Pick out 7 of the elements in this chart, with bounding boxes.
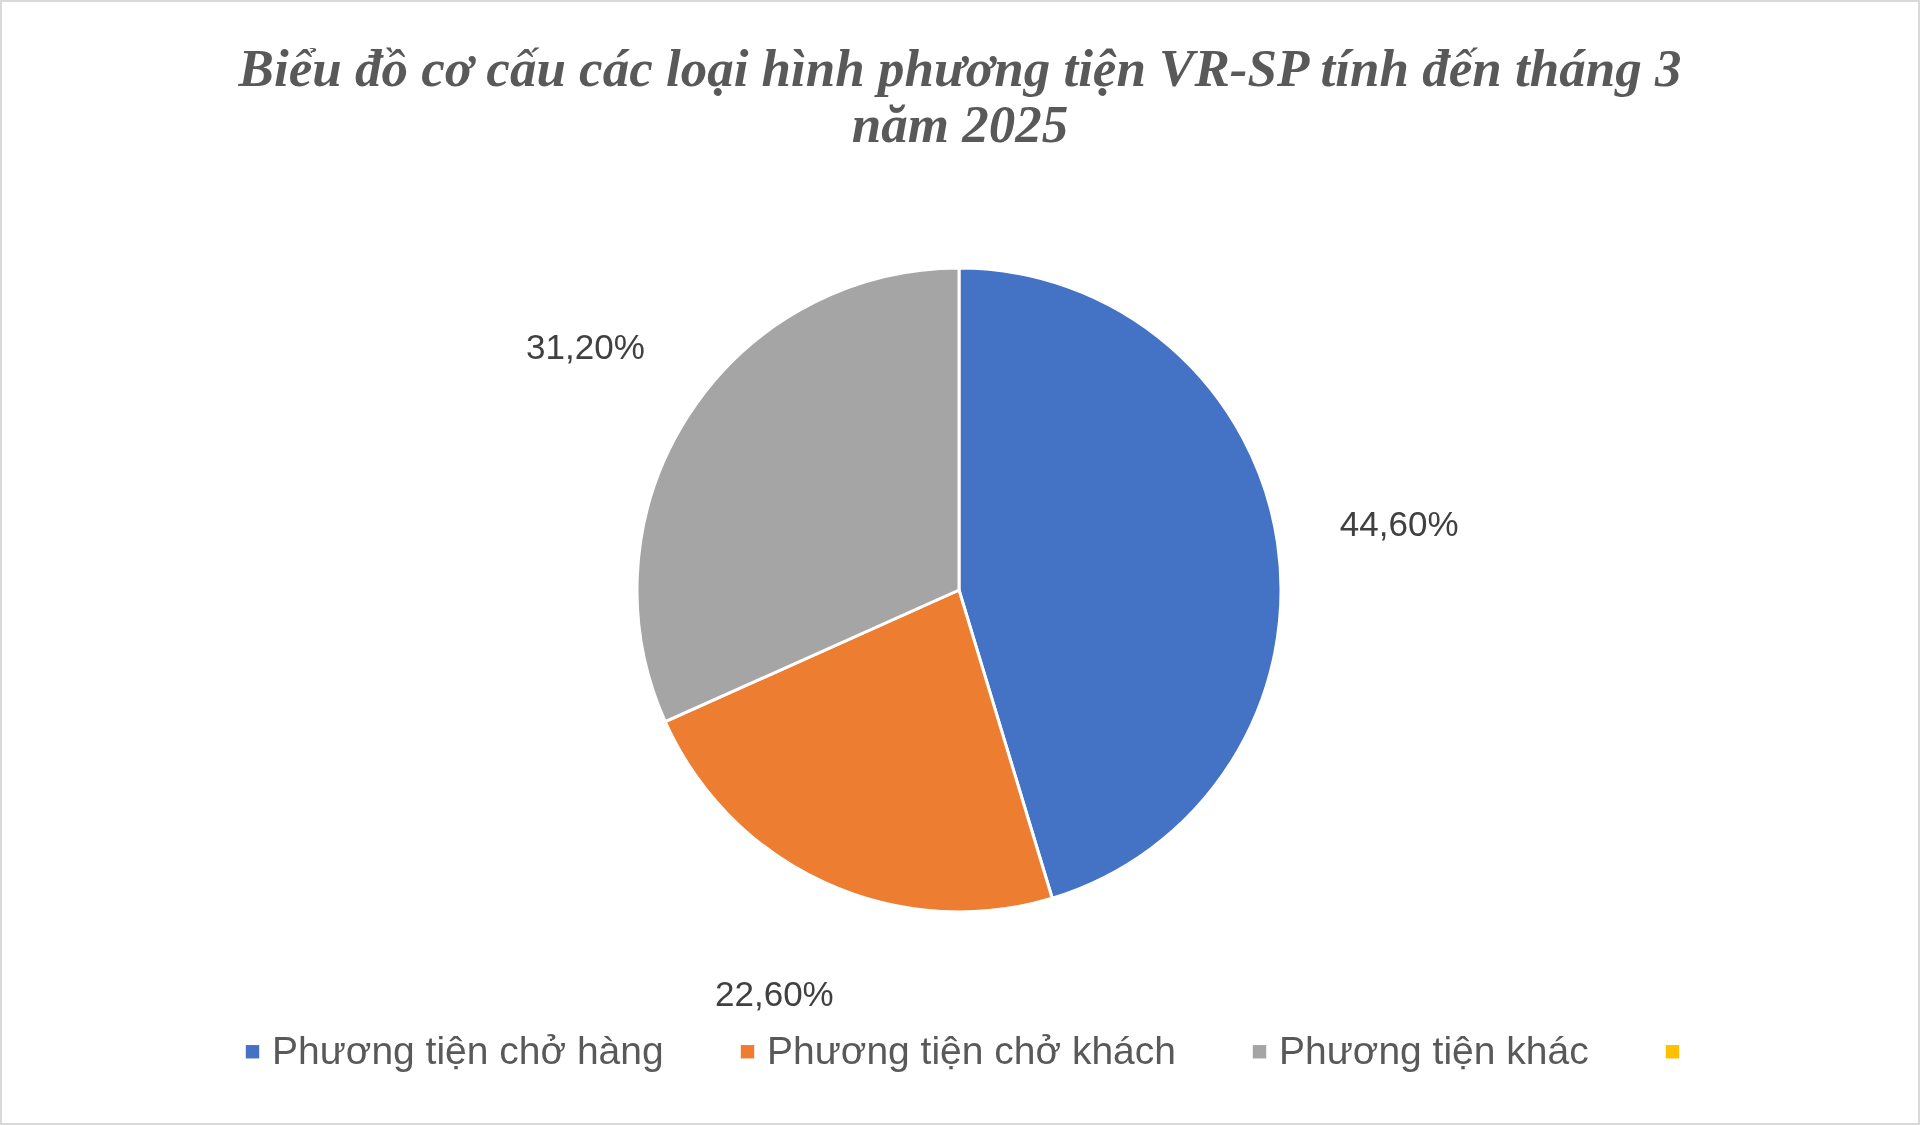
chart-title: Biểu đồ cơ cấu các loại hình phương tiện VR-SP tính đến tháng 3 năm 2025 [237, 39, 1682, 153]
data-label: 31,20% [526, 327, 645, 367]
legend-label: Phương tiện khác [1279, 1028, 1589, 1072]
data-label: 22,60% [715, 973, 834, 1013]
data-label: 44,60% [1339, 503, 1459, 543]
legend-label: Phương tiện chở khách [767, 1028, 1176, 1072]
legend-label: Phương tiện chở hàng [272, 1028, 664, 1072]
